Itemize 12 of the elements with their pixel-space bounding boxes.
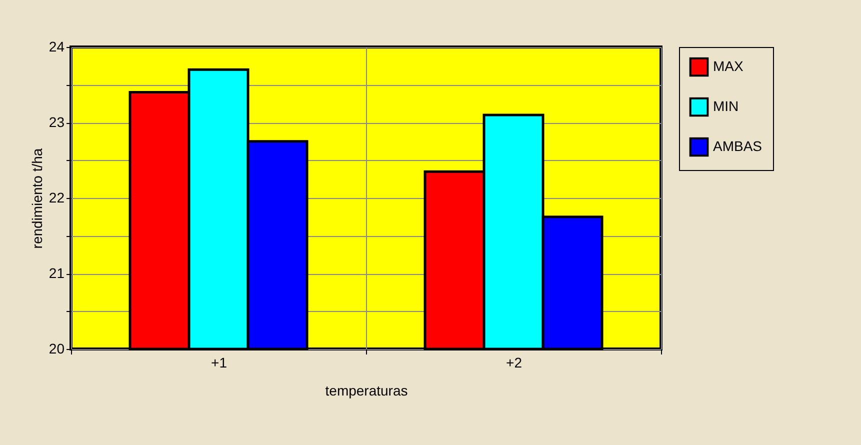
x-tick-label: +2	[506, 354, 522, 370]
legend-label: MAX	[713, 58, 744, 74]
legend-label: MIN	[713, 98, 739, 114]
y-tick-label: 21	[48, 265, 65, 281]
x-tick-label: +1	[211, 354, 228, 370]
y-tick-label: 22	[48, 190, 65, 206]
x-axis-title: temperaturas	[325, 382, 408, 398]
y-tick-label: 23	[48, 114, 65, 130]
legend-label: AMBAS	[713, 138, 762, 154]
y-tick-label: 24	[48, 38, 65, 54]
y-tick-label: 20	[48, 340, 65, 356]
y-axis-title: rendimiento t/ha	[28, 148, 45, 249]
